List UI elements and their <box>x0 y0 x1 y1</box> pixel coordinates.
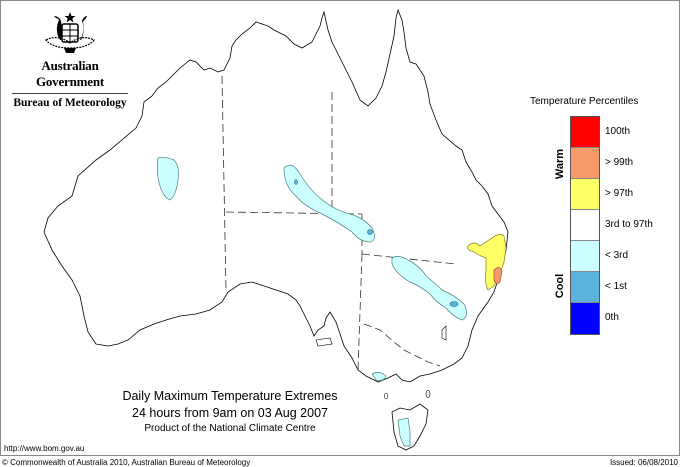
anomaly-vic <box>371 372 387 381</box>
logo-divider <box>12 93 128 94</box>
anomaly-above-99th <box>493 267 503 284</box>
bom-url-link[interactable]: http://www.bom.gov.au <box>4 444 85 453</box>
legend-swatch-normal <box>571 210 599 241</box>
anomaly-wa <box>156 156 179 201</box>
legend-color-bar <box>570 116 600 335</box>
legend-cool-label: Cool <box>554 273 566 299</box>
legend-label-97th: > 97th <box>605 188 634 199</box>
legend-swatch-97th <box>571 179 599 210</box>
anomaly-nsw <box>391 256 467 321</box>
legend-warm-label: Warm <box>554 148 566 180</box>
government-name: Australian Government <box>35 58 105 89</box>
map-period: 24 hours from 9am on 03 Aug 2007 <box>132 406 328 420</box>
mainland-coastline <box>43 8 509 383</box>
legend-label-3rd: < 3rd <box>605 250 629 261</box>
copyright-notice: © Commonwealth of Australia 2010, Austra… <box>2 458 251 467</box>
agency-name: Bureau of Meteorology <box>13 97 127 109</box>
kangaroo-island <box>315 337 333 347</box>
legend-label-99th: > 99th <box>605 157 634 168</box>
anomalies-below-1st <box>294 179 459 307</box>
state-borders <box>221 75 457 371</box>
map-title: Daily Maximum Temperature Extremes <box>122 389 338 403</box>
flinders-island <box>425 390 431 398</box>
legend-swatch-99th <box>571 148 599 179</box>
legend-label-100th: 100th <box>605 126 631 137</box>
legend-label-0th: 0th <box>605 312 619 323</box>
footer-divider <box>0 455 680 456</box>
legend-label-normal: 3rd to 97th <box>605 219 653 230</box>
legend-swatch-0th <box>571 303 599 334</box>
legend-swatch-3rd <box>571 241 599 272</box>
king-island <box>384 392 388 400</box>
issued-date: Issued: 06/08/2010 <box>609 458 678 467</box>
legend-swatch-100th <box>571 117 599 148</box>
legend-title: Temperature Percentiles <box>530 96 639 107</box>
legend-label-1st: < 1st <box>605 281 627 292</box>
coat-of-arms-icon <box>45 12 95 53</box>
anomaly-tas <box>397 417 411 447</box>
nsw-lake <box>441 325 447 341</box>
agency-logo: Australian Government Bureau of Meteorol… <box>8 10 132 109</box>
legend-swatch-1st <box>571 272 599 303</box>
map-product: Product of the National Climate Centre <box>144 423 316 434</box>
anomaly-nt-sa <box>283 164 375 243</box>
anomalies-below-3rd <box>156 156 467 447</box>
